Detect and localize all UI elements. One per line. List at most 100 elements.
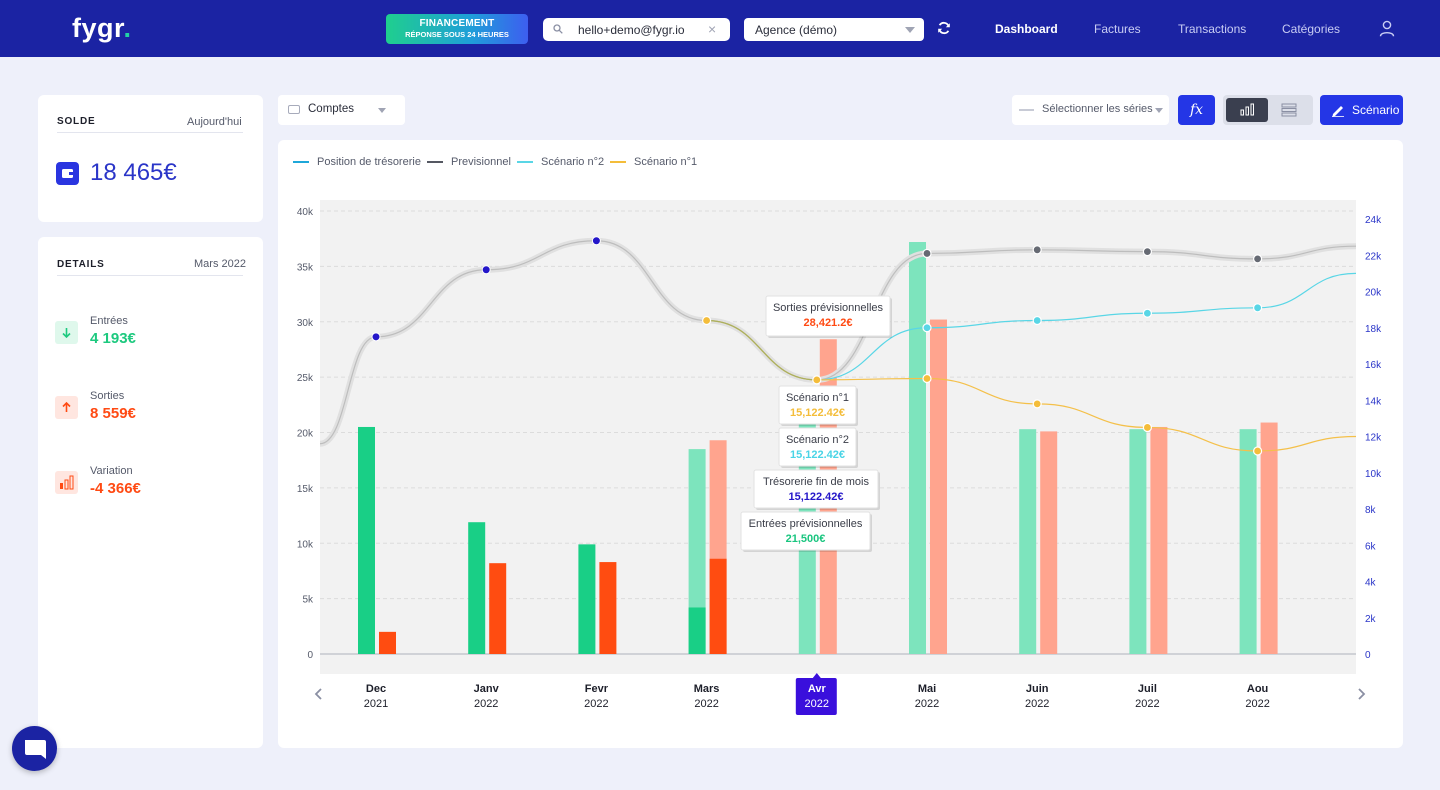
- arrow-up-icon: [55, 396, 78, 419]
- tooltip-value: 15,122.42€: [788, 491, 843, 503]
- bar-entrees-previsionnelles: [1019, 429, 1036, 654]
- y-axis-right-tick: 22k: [1365, 251, 1382, 262]
- point-previsionnel: [1143, 248, 1151, 256]
- point-scenario-1: [1033, 400, 1041, 408]
- x-axis-year-label: 2022: [1245, 698, 1269, 710]
- y-axis-right-tick: 14k: [1365, 396, 1382, 407]
- x-axis-month-label: Janv: [474, 683, 500, 695]
- bar-sorties-previsionnelles: [1150, 427, 1167, 654]
- point-scenario-2: [923, 324, 931, 332]
- user-icon[interactable]: [1379, 20, 1395, 37]
- entrees-value: 4 193€: [90, 330, 136, 347]
- scenario-button-label: Scénario: [1352, 103, 1399, 117]
- accounts-select-label: Comptes: [308, 103, 354, 115]
- x-axis-month-label: Juin: [1026, 683, 1049, 695]
- tooltip-value: 28,421.2€: [804, 317, 853, 329]
- x-axis-year-label: 2022: [1135, 698, 1159, 710]
- bar-sorties: [489, 563, 506, 654]
- x-axis-year-label: 2022: [1025, 698, 1049, 710]
- agency-select-value: Agence (démo): [755, 23, 837, 37]
- x-axis-month-label: Avr: [808, 683, 827, 695]
- cashflow-chart: 0 5k 10k 15k 20k 25k 30k 35k 40k 0 2k 4k 6k 8k 10k 12k 1…: [278, 140, 1403, 740]
- clear-icon[interactable]: ×: [708, 21, 716, 37]
- series-select-placeholder: Sélectionner les séries: [1042, 103, 1153, 115]
- bar-entrees-previsionnelles: [1129, 429, 1146, 654]
- chevron-right-icon[interactable]: [1354, 687, 1368, 701]
- chart-view-button[interactable]: [1226, 98, 1268, 122]
- nav-categories[interactable]: Catégories: [1282, 22, 1340, 36]
- point-selected: [813, 376, 821, 384]
- y-axis-right-tick: 8k: [1365, 505, 1377, 516]
- y-axis-right-tick: 0: [1365, 650, 1371, 661]
- y-axis-right-tick: 6k: [1365, 541, 1377, 552]
- point-previsionnel: [1254, 255, 1262, 263]
- y-axis-left-tick: 30k: [297, 318, 314, 329]
- point-previsionnel: [1033, 246, 1041, 254]
- nav-dashboard[interactable]: Dashboard: [995, 22, 1058, 36]
- top-navbar: fygr. FINANCEMENT RÉPONSE SOUS 24 HEURES…: [0, 0, 1440, 57]
- chevron-down-icon: [905, 27, 915, 33]
- x-axis-month-label: Mai: [918, 683, 936, 695]
- account-search-field[interactable]: hello+demo@fygr.io ×: [543, 18, 730, 41]
- y-axis-right-tick: 16k: [1365, 360, 1382, 371]
- point-tresorerie: [482, 266, 490, 274]
- financing-promo-button[interactable]: FINANCEMENT RÉPONSE SOUS 24 HEURES: [386, 14, 528, 44]
- view-toggle: [1223, 95, 1313, 125]
- formula-button[interactable]: fx: [1178, 95, 1215, 125]
- chevron-left-icon[interactable]: [312, 687, 326, 701]
- chat-widget-button[interactable]: [12, 726, 57, 771]
- accounts-select[interactable]: Comptes: [278, 95, 405, 125]
- scenario-button[interactable]: Scénario: [1320, 95, 1403, 125]
- x-axis-year-label: 2021: [364, 698, 388, 710]
- nav-transactions[interactable]: Transactions: [1178, 22, 1246, 36]
- bar-chart-icon: [55, 471, 78, 494]
- series-select[interactable]: Sélectionner les séries: [1012, 95, 1169, 125]
- sorties-label: Sorties: [90, 390, 124, 402]
- arrow-down-icon: [55, 321, 78, 344]
- point-previsionnel: [923, 249, 931, 257]
- variation-value: -4 366€: [90, 480, 141, 497]
- tooltip: Scénario n°215,122.42€: [779, 428, 858, 468]
- bar-sorties: [379, 632, 396, 654]
- tooltip-title: Scénario n°1: [786, 392, 849, 404]
- tooltip-title: Sorties prévisionnelles: [773, 302, 884, 314]
- y-axis-left-tick: 35k: [297, 262, 314, 273]
- chevron-down-icon: [378, 108, 386, 113]
- chevron-down-icon: [1155, 108, 1163, 113]
- point-scenario-2: [1143, 309, 1151, 317]
- y-axis-left-tick: 25k: [297, 373, 314, 384]
- bar-entrees-previsionnelles: [1240, 429, 1257, 654]
- bar-entrees-previsionnelles: [909, 242, 926, 654]
- chat-icon: [12, 726, 57, 771]
- details-period: Mars 2022: [194, 258, 246, 270]
- card-icon: [288, 105, 300, 114]
- point-scenario-2: [1254, 304, 1262, 312]
- entrees-label: Entrées: [90, 315, 128, 327]
- bar-sorties-previsionnelles: [1040, 431, 1057, 654]
- pencil-icon: [1331, 104, 1345, 117]
- y-axis-right-tick: 4k: [1365, 578, 1377, 589]
- point-scenario-1: [703, 317, 711, 325]
- y-axis-right-tick: 24k: [1365, 215, 1382, 226]
- promo-subtitle: RÉPONSE SOUS 24 HEURES: [386, 30, 528, 39]
- agency-select[interactable]: Agence (démo): [744, 18, 924, 41]
- refresh-icon[interactable]: [937, 21, 951, 35]
- y-axis-right-tick: 12k: [1365, 433, 1382, 444]
- wallet-icon: [56, 162, 79, 185]
- bar-chart-icon: [1226, 98, 1268, 122]
- balance-value: 18 465€: [90, 159, 177, 187]
- tooltip-value: 15,122.42€: [790, 449, 845, 461]
- x-axis-year-label: 2022: [805, 698, 829, 710]
- table-view-icon[interactable]: [1281, 103, 1297, 117]
- tooltip: Entrées prévisionnelles 21,500€: [741, 512, 872, 552]
- bar-sorties: [710, 559, 727, 654]
- point-scenario-1: [1254, 447, 1262, 455]
- nav-factures[interactable]: Factures: [1094, 22, 1141, 36]
- fygr-logo[interactable]: fygr.: [72, 13, 132, 44]
- x-axis-month-label: Fevr: [585, 683, 609, 695]
- point-tresorerie: [372, 333, 380, 341]
- x-axis-year-label: 2022: [694, 698, 718, 710]
- x-axis-month-label: Dec: [366, 683, 386, 695]
- y-axis-left-tick: 20k: [297, 429, 314, 440]
- point-scenario-1: [923, 375, 931, 383]
